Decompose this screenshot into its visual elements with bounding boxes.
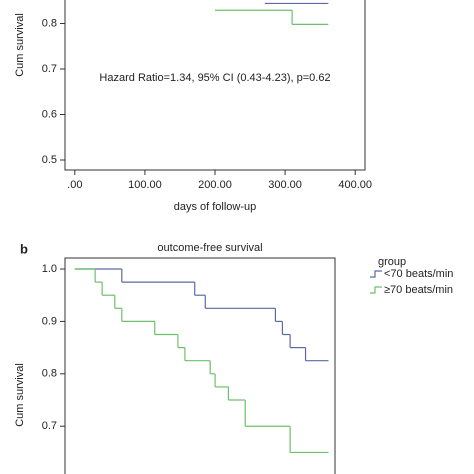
- legend-label: <70 beats/min: [384, 268, 453, 280]
- y-tick-label: 0.8: [42, 17, 57, 29]
- plot-frame: [64, 257, 336, 474]
- y-axis-label: Cum survival: [14, 13, 26, 77]
- legend-title: group: [378, 256, 406, 268]
- legend-swatch: [370, 270, 382, 278]
- x-axis-label: days of follow-up: [174, 201, 257, 213]
- y-tick-label: 0.7: [42, 420, 57, 432]
- y-tick-label: 0.8: [42, 368, 57, 380]
- annotation: Hazard Ratio=1.34, 95% CI (0.43-4.23), p…: [99, 72, 330, 84]
- plot-frame: [64, 0, 366, 171]
- x-tick-label: .00: [67, 179, 82, 191]
- y-tick-label: 0.6: [42, 108, 57, 120]
- x-tick-label: 300.00: [268, 179, 302, 191]
- x-tick-label: 200.00: [198, 179, 232, 191]
- panel-label: b: [20, 241, 28, 256]
- y-axis-label: Cum survival: [14, 363, 26, 427]
- y-tick-label: 0.5: [42, 154, 57, 166]
- y-tick-label: 0.9: [42, 315, 57, 327]
- chart-title: outcome-free survival: [157, 242, 262, 254]
- y-tick-label: 0.7: [42, 63, 57, 75]
- x-tick-label: 100.00: [128, 179, 162, 191]
- y-tick-label: 1.0: [42, 263, 57, 275]
- x-tick-label: 400.00: [338, 179, 372, 191]
- legend-swatch: [370, 286, 382, 294]
- legend-label: ≥70 beats/min: [384, 284, 453, 296]
